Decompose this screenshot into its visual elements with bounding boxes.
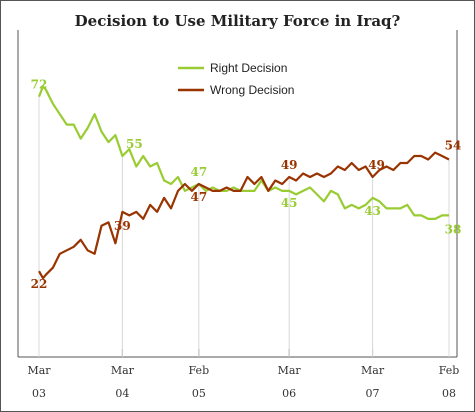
data-label-right-decision: 38 (445, 222, 462, 236)
data-label-wrong-decision: 39 (114, 219, 131, 233)
axis-layer: Mar 03 Mar 04 Feb 05 Mar 06 Mar 07 Feb 08 (17, 30, 460, 400)
legend: Right Decision Wrong Decision (178, 61, 294, 97)
data-label-right-decision: 45 (281, 196, 298, 210)
data-label-right-decision: 47 (190, 165, 207, 179)
x-tick-month: Mar (27, 364, 51, 377)
data-label-wrong-decision: 49 (368, 158, 385, 172)
x-tick-month: Mar (361, 364, 385, 377)
data-label-wrong-decision: 49 (281, 158, 298, 172)
series-line-right-decision (37, 85, 449, 220)
data-label-wrong-decision: 47 (190, 190, 207, 204)
chart-title: Decision to Use Military Force in Iraq? (74, 12, 401, 30)
x-tick-year: 04 (115, 387, 129, 400)
data-label-right-decision: 72 (31, 78, 48, 92)
data-label-wrong-decision: 22 (31, 277, 48, 291)
data-label-right-decision: 55 (126, 137, 143, 151)
x-tick-month: Mar (278, 364, 302, 377)
legend-label: Wrong Decision (210, 83, 294, 97)
x-tick-month: Mar (111, 364, 135, 377)
legend-label: Right Decision (210, 61, 287, 75)
series-layer (37, 85, 450, 280)
x-tick-year: 05 (192, 387, 206, 400)
x-tick-year: 08 (442, 387, 456, 400)
data-label-layer: 72 55 47 45 43 38 22 39 47 49 49 54 (31, 78, 462, 292)
data-label-right-decision: 43 (364, 204, 381, 218)
x-tick-year: 03 (32, 387, 46, 400)
x-tick-month: Feb (439, 364, 460, 377)
data-label-wrong-decision: 54 (445, 139, 462, 153)
x-tick-year: 07 (366, 387, 380, 400)
series-line-wrong-decision (38, 151, 450, 280)
x-tick-year: 06 (282, 387, 296, 400)
x-tick-month: Feb (189, 364, 210, 377)
